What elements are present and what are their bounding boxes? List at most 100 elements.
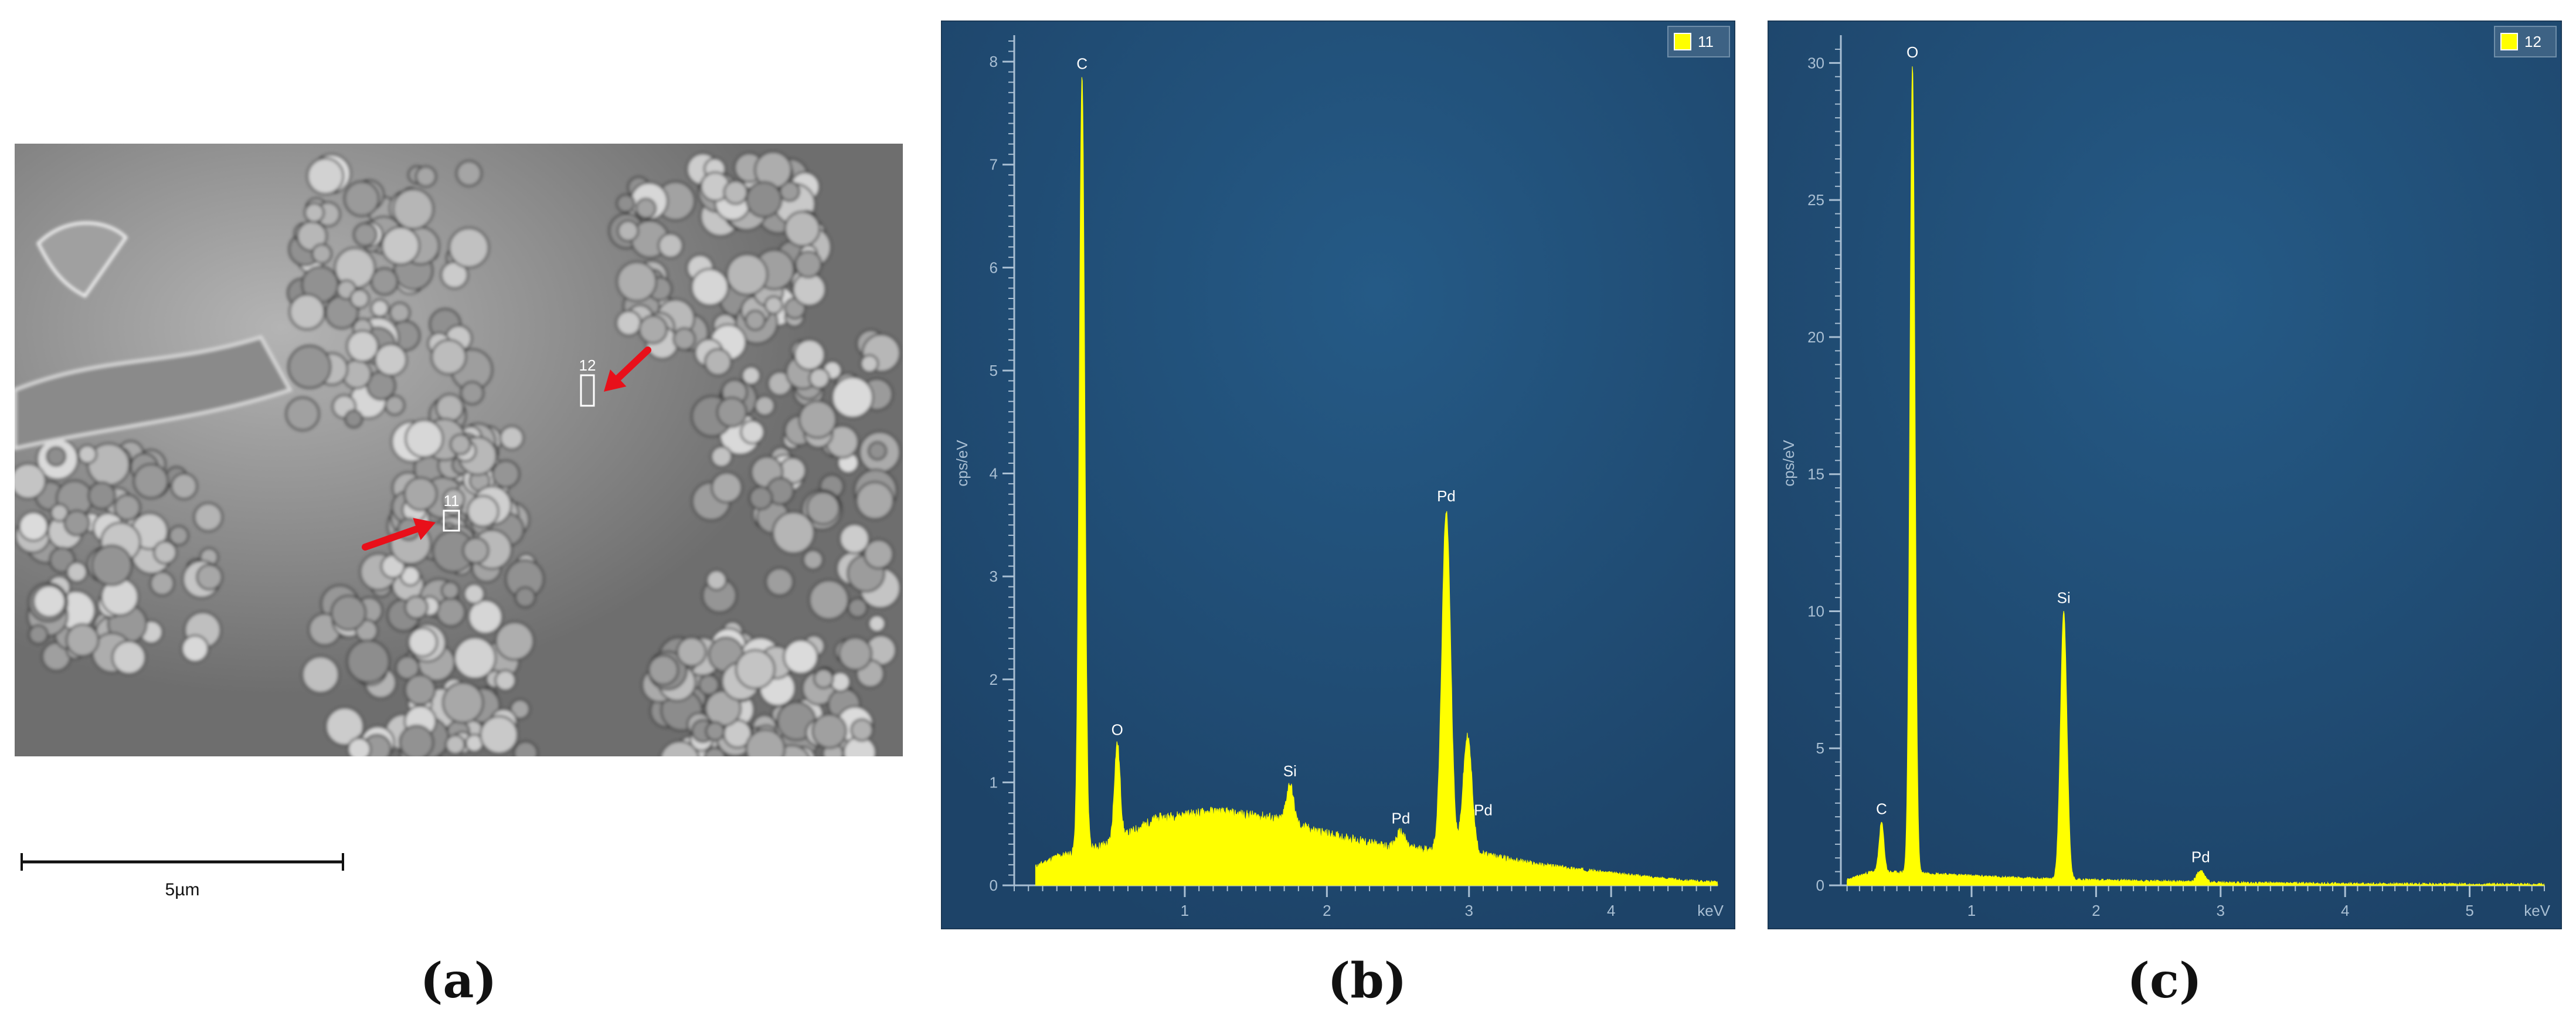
- spectrum-plot-area: [940, 19, 1736, 930]
- sem-particle: [91, 544, 132, 586]
- y-tick-label: 1: [990, 773, 998, 791]
- peak-label: Si: [1283, 762, 1297, 780]
- red-arrow-head: [604, 369, 627, 392]
- sem-particle: [859, 354, 879, 373]
- sem-particle: [838, 636, 872, 671]
- sem-substrate-flake: [36, 221, 128, 298]
- peak-label: O: [1906, 43, 1918, 61]
- sem-particle: [404, 674, 436, 706]
- sem-particle: [726, 253, 769, 296]
- sem-particle: [494, 669, 516, 692]
- sem-particle: [353, 222, 378, 247]
- sem-particle: [344, 409, 363, 429]
- sem-particle: [371, 267, 399, 296]
- sem-particle: [772, 511, 815, 555]
- sem-particle: [50, 503, 69, 522]
- sem-particle: [442, 488, 465, 511]
- sem-particle: [704, 746, 726, 756]
- sem-particle: [196, 563, 223, 591]
- sem-substrate-flake: [15, 335, 293, 451]
- sem-particle: [404, 595, 429, 620]
- sem-particle: [783, 639, 819, 675]
- sem-particle: [392, 188, 434, 230]
- caption-c: (c): [2127, 953, 2202, 1009]
- sem-particle: [704, 348, 732, 376]
- sem-particle: [287, 345, 332, 389]
- sem-particle: [806, 491, 841, 525]
- sem-particle: [855, 481, 895, 520]
- y-tick-label: 0: [990, 877, 998, 894]
- sem-region-box: [580, 374, 595, 407]
- sem-particle: [193, 502, 223, 532]
- sem-particle: [830, 671, 851, 692]
- x-tick-label: 4: [1607, 902, 1615, 919]
- peak-label: O: [1112, 721, 1123, 739]
- sem-particle: [710, 446, 733, 468]
- sem-particle: [389, 302, 411, 324]
- sem-particle: [170, 473, 198, 500]
- sem-analysis-regions: 12 11: [362, 347, 651, 551]
- sem-particle: [311, 243, 332, 264]
- sem-particle: [399, 725, 434, 756]
- sem-panel: 12 11 5µm: [15, 144, 903, 906]
- sem-particle: [28, 624, 49, 645]
- sem-particle: [705, 721, 725, 742]
- legend: 11: [1667, 26, 1730, 57]
- red-arrow-shaft: [362, 525, 420, 551]
- sem-particle: [868, 441, 888, 461]
- sem-particle: [711, 471, 743, 504]
- sem-particle: [168, 525, 189, 546]
- sem-particle: [813, 668, 834, 690]
- eds-spectrum-chart-b: 0 1 2 3 4 5 6 7 8 1 2 3 4 keV cps/eV C O Si Pd Pd Pd 11: [940, 19, 1736, 930]
- y-axis-label: cps/eV: [1780, 440, 1797, 487]
- sem-particle: [46, 446, 66, 467]
- x-tick-label: 1: [1181, 902, 1189, 919]
- sem-particle: [616, 310, 642, 337]
- sem-particle: [15, 463, 47, 500]
- sem-particle: [793, 339, 825, 371]
- sem-particle: [839, 523, 870, 555]
- sem-particle: [754, 395, 776, 417]
- y-tick-label: 3: [990, 568, 998, 585]
- sem-particle: [617, 220, 640, 242]
- sem-particle: [514, 586, 536, 608]
- y-tick-label: 2: [990, 671, 998, 688]
- sem-particle: [723, 179, 749, 205]
- legend-label: 11: [1698, 33, 1714, 50]
- sem-particle: [442, 681, 484, 724]
- sem-particle: [740, 419, 765, 445]
- sem-particle: [453, 636, 497, 680]
- legend-swatch: [1674, 33, 1691, 50]
- sem-particle: [456, 160, 482, 187]
- y-tick-label: 15: [1807, 466, 1824, 483]
- sem-particle: [660, 740, 700, 756]
- y-tick-label: 5: [1816, 739, 1824, 757]
- sem-particle: [307, 157, 344, 195]
- sem-particle: [133, 463, 169, 499]
- sem-particle: [445, 734, 466, 755]
- sem-particle: [346, 330, 379, 363]
- spectrum-plot-area: [1766, 19, 2563, 930]
- sem-particle: [435, 393, 464, 423]
- sem-particle: [32, 585, 66, 618]
- y-tick-label: 20: [1807, 328, 1824, 346]
- sem-particle: [831, 376, 874, 419]
- x-tick-label: 5: [2465, 902, 2473, 919]
- sem-particle: [460, 381, 484, 405]
- sem-particle: [842, 735, 877, 756]
- sem-particle: [491, 460, 521, 488]
- eds-spectrum-panel-c: 0 5 10 15 20 25 30 1 2 3 4 5 keV cps/eV C O Si Pd 12: [1766, 19, 2563, 930]
- x-axis-label: keV: [1697, 902, 1724, 919]
- sem-particle: [181, 634, 209, 663]
- legend-label: 12: [2524, 33, 2541, 50]
- sem-particle: [802, 549, 824, 570]
- sem-particle: [149, 570, 175, 596]
- sem-particle: [513, 741, 538, 756]
- sem-particle: [706, 569, 728, 591]
- caption-a: (a): [420, 953, 497, 1009]
- sem-particle: [745, 729, 786, 756]
- sem-particle: [304, 202, 325, 223]
- sem-particle: [440, 580, 460, 600]
- y-tick-label: 5: [990, 362, 998, 379]
- y-tick-label: 7: [990, 156, 998, 174]
